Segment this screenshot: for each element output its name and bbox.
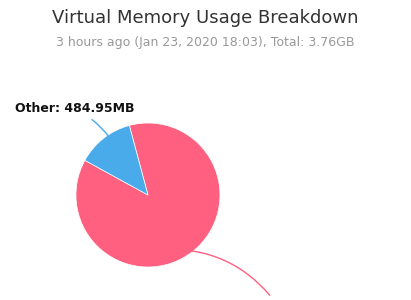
Text: 3 hours ago (Jan 23, 2020 18:03), Total: 3.76GB: 3 hours ago (Jan 23, 2020 18:03), Total:… bbox=[56, 36, 355, 49]
Text: Other: 484.95MB: Other: 484.95MB bbox=[15, 102, 134, 161]
Text: Resident Memory: 3.29GB: Resident Memory: 3.29GB bbox=[151, 250, 370, 300]
Text: Virtual Memory Usage Breakdown: Virtual Memory Usage Breakdown bbox=[52, 9, 359, 27]
Wedge shape bbox=[85, 125, 148, 195]
Wedge shape bbox=[76, 123, 220, 267]
